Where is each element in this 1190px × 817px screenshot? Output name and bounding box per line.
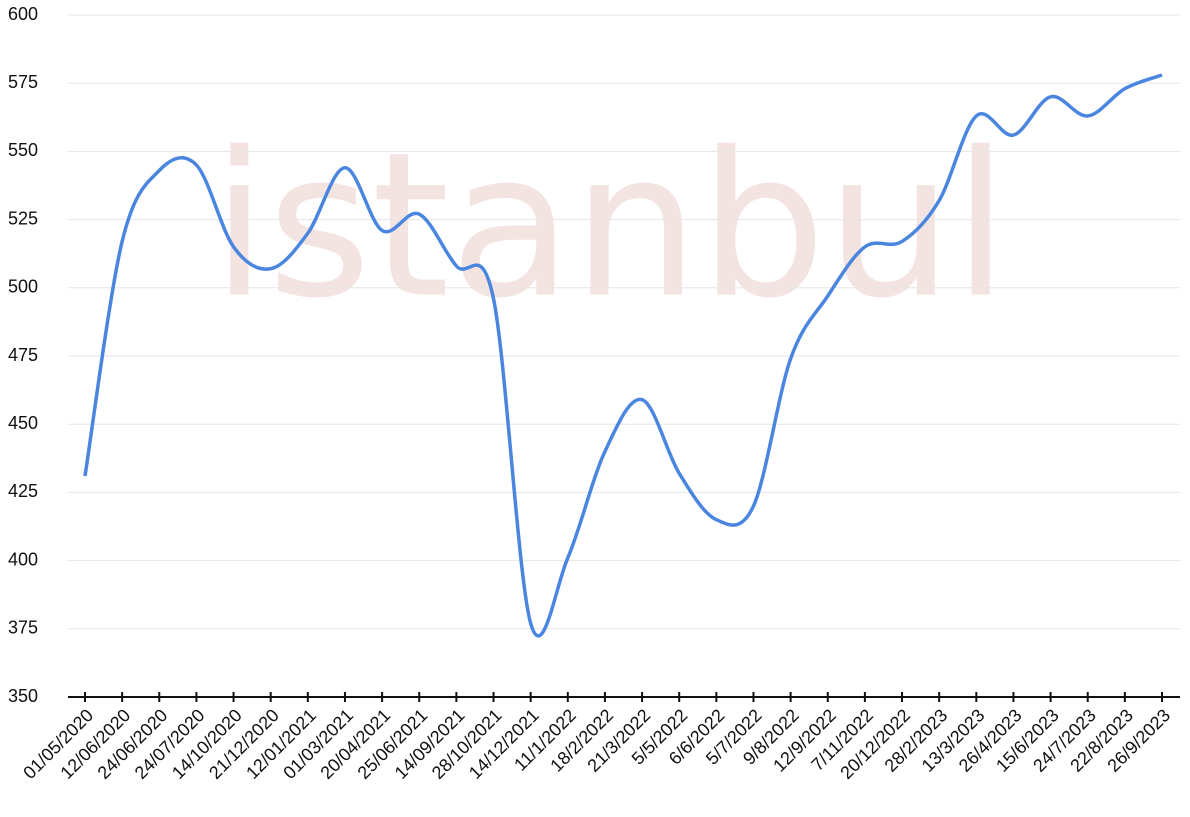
watermark: istanbul [212,110,1009,343]
y-tick-label: 450 [8,413,38,433]
y-tick-label: 550 [8,140,38,160]
y-tick-label: 475 [8,345,38,365]
y-tick-label: 600 [8,4,38,24]
y-tick-label: 575 [8,72,38,92]
line [83,73,1163,638]
y-tick-label: 400 [8,549,38,569]
y-tick-label: 375 [8,618,38,638]
y-tick-label: 525 [8,208,38,228]
y-tick-label: 350 [8,686,38,706]
y-tick-label: 500 [8,277,38,297]
y-tick-label: 425 [8,481,38,501]
